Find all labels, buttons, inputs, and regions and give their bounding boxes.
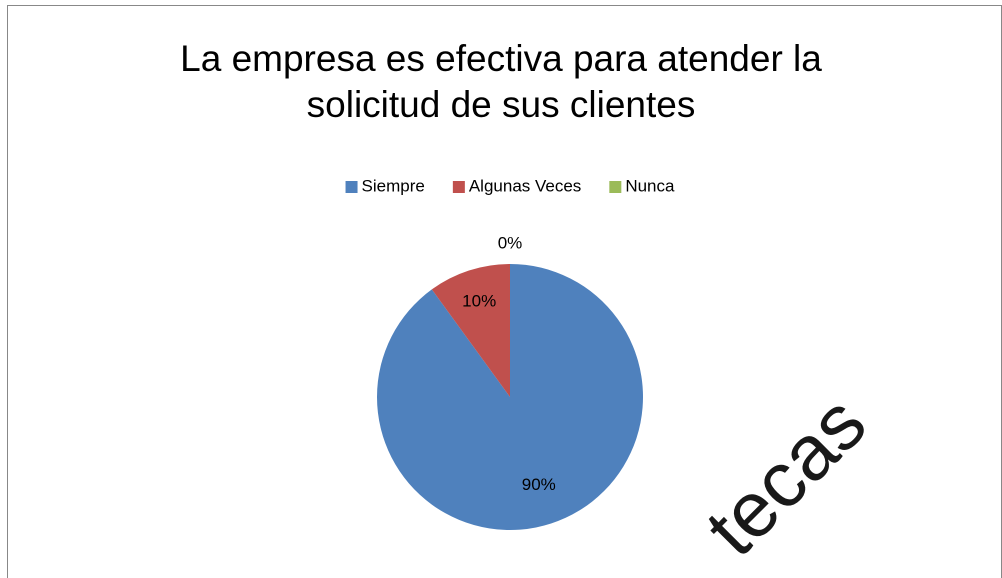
pie-slice: [431, 264, 510, 397]
data-label: 0%: [498, 233, 523, 252]
legend-label: Siempre: [362, 176, 425, 195]
data-label: 90%: [522, 475, 556, 494]
chart-title: La empresa es efectiva para atender la s…: [180, 38, 822, 125]
legend-label: Nunca: [625, 176, 675, 195]
legend-swatch: [452, 181, 465, 193]
legend-swatch: [609, 181, 622, 193]
legend-swatch: [345, 181, 358, 193]
legend-label: Algunas Veces: [469, 176, 581, 195]
data-label: 10%: [462, 292, 496, 311]
